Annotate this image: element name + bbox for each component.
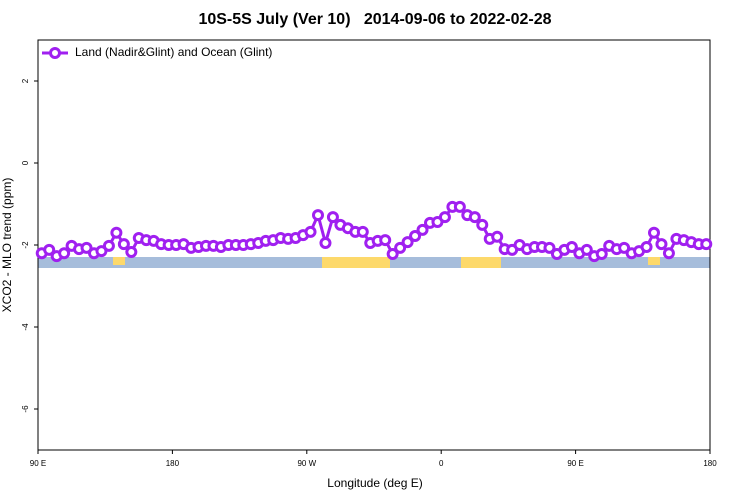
point: [102, 239, 115, 252]
y-tick-label: -6: [21, 405, 30, 413]
land-strip: [113, 257, 125, 265]
point: [543, 241, 556, 254]
point: [565, 241, 578, 254]
legend-marker: [49, 47, 61, 59]
point: [80, 241, 93, 254]
y-tick-label: 2: [21, 78, 30, 83]
x-tick-label: 90 W: [297, 459, 316, 468]
point: [110, 226, 123, 239]
point: [95, 245, 108, 258]
point: [304, 225, 317, 238]
point: [453, 200, 466, 213]
point: [491, 230, 504, 243]
land-strip: [322, 257, 390, 268]
point: [394, 241, 407, 254]
x-tick-label: 90 E: [30, 459, 46, 468]
point: [43, 243, 56, 256]
point: [356, 225, 369, 238]
point: [438, 211, 451, 224]
land-strip: [461, 257, 501, 268]
point: [117, 238, 130, 251]
point: [58, 247, 71, 260]
point: [409, 229, 422, 242]
point: [125, 245, 138, 258]
point: [386, 248, 399, 261]
point: [595, 248, 608, 261]
point: [476, 218, 489, 231]
x-tick-label: 180: [703, 459, 717, 468]
x-tick-label: 0: [439, 459, 444, 468]
y-axis-label: XCO2 - MLO trend (ppm): [0, 178, 14, 313]
point: [379, 234, 392, 247]
map-strip: [38, 257, 710, 268]
point: [401, 236, 414, 249]
point: [312, 209, 324, 222]
point: [618, 241, 631, 254]
point: [580, 243, 593, 256]
point: [700, 238, 713, 251]
point: [468, 211, 481, 224]
y-tick-label: -4: [21, 323, 30, 331]
point: [326, 211, 339, 224]
legend-label: Land (Nadir&Glint) and Ocean (Glint): [75, 45, 272, 59]
y-tick-label: -2: [21, 241, 30, 249]
point: [416, 223, 429, 236]
point: [655, 238, 668, 251]
land-strip: [648, 257, 660, 265]
point: [648, 226, 660, 239]
x-tick-label: 90 E: [567, 459, 583, 468]
y-tick-label: 0: [21, 160, 30, 165]
point: [640, 241, 653, 254]
point: [319, 236, 332, 249]
x-axis-label: Longitude (deg E): [327, 476, 422, 490]
x-tick-label: 180: [166, 459, 180, 468]
point: [662, 247, 675, 260]
chart-title: 10S-5S July (Ver 10) 2014-09-06 to 2022-…: [198, 11, 551, 28]
